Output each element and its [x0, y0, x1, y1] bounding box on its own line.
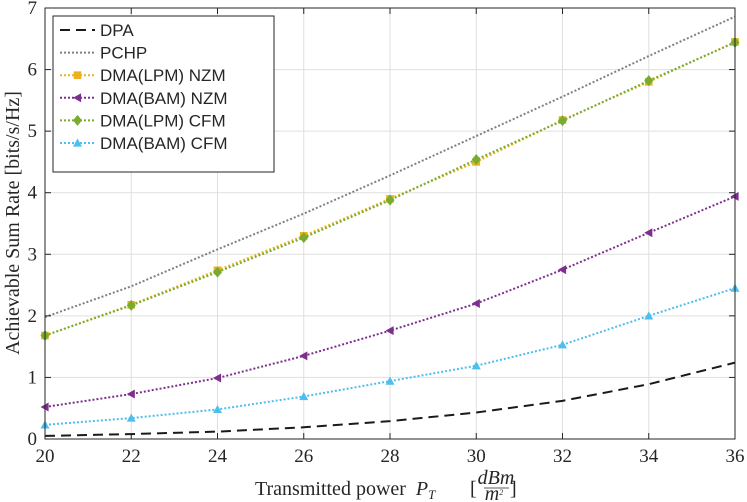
legend-label: DMA(LPM) NZM — [100, 66, 226, 85]
x-axis-label-subscript: T — [428, 487, 436, 502]
x-tick-label: 22 — [122, 446, 141, 467]
series-dma-bam-nzm — [40, 191, 739, 412]
legend-swatch-marker — [73, 71, 82, 80]
legend-swatch-marker — [73, 138, 82, 147]
x-axis-unit-bracket-close: ] — [510, 478, 517, 500]
data-point-dma-bam-cfm — [299, 392, 309, 401]
data-point-dma-lpm-cfm — [471, 153, 481, 165]
legend-item-dma-lpm-nzm: DMA(LPM) NZM — [60, 66, 226, 85]
data-point-dma-bam-nzm — [471, 299, 480, 309]
x-tick-label: 32 — [553, 446, 572, 467]
legend-label: DMA(BAM) CFM — [100, 134, 227, 153]
y-tick-label: 0 — [28, 429, 38, 450]
data-point-dma-bam-cfm — [126, 413, 136, 422]
x-tick-label: 34 — [639, 446, 659, 467]
x-axis-unit: [ dBm m2 ] — [470, 467, 517, 502]
data-point-dma-bam-nzm — [126, 389, 135, 399]
legend-item-dpa: DPA — [60, 21, 134, 40]
legend-swatch-marker — [73, 93, 82, 103]
x-axis-unit-numerator: dBm — [478, 467, 515, 489]
y-tick-label: 5 — [28, 121, 38, 142]
series-pchp — [44, 15, 736, 319]
x-tick-label: 20 — [36, 446, 55, 467]
legend-label: DMA(BAM) NZM — [100, 89, 227, 108]
legend-item-dma-bam-cfm: DMA(BAM) CFM — [60, 134, 227, 153]
y-tick-label: 4 — [28, 183, 38, 204]
legend-item-dma-bam-nzm: DMA(BAM) NZM — [60, 89, 227, 108]
legend-swatch-marker — [73, 114, 82, 126]
legend: DPA PCHP DMA(LPM) NZM DMA(BAM) NZM DMA(LPM) … — [52, 15, 275, 173]
data-point-dma-bam-cfm — [385, 376, 395, 385]
series-dpa — [44, 361, 736, 437]
legend-item-dma-lpm-cfm: DMA(LPM) CFM — [60, 111, 226, 130]
data-point-dma-bam-nzm — [385, 326, 394, 336]
series-layer — [40, 15, 740, 437]
x-tick-label: 36 — [726, 446, 745, 467]
y-tick-label: 3 — [28, 244, 38, 265]
x-tick-label: 24 — [208, 446, 228, 467]
data-point-dma-bam-cfm — [213, 404, 222, 414]
data-point-dma-bam-nzm — [558, 265, 567, 275]
data-point-dma-bam-nzm — [213, 373, 222, 383]
x-tick-label: 30 — [467, 446, 486, 467]
legend-label: DPA — [100, 21, 134, 40]
data-point-dma-bam-cfm — [558, 340, 567, 349]
data-point-dma-lpm-cfm — [299, 232, 309, 244]
data-point-dma-bam-nzm — [644, 228, 653, 238]
y-tick-label: 1 — [28, 367, 38, 388]
x-axis-label: Transmitted power PT — [255, 478, 436, 502]
x-axis-unit-bracket-open: [ — [470, 478, 477, 500]
data-point-dma-lpm-cfm — [558, 115, 567, 127]
data-point-dma-bam-nzm — [299, 351, 308, 361]
x-tick-label: 28 — [381, 446, 400, 467]
y-tick-label: 7 — [28, 0, 38, 19]
x-axis-label-text: Transmitted power — [255, 478, 406, 500]
data-point-dma-lpm-cfm — [385, 194, 395, 206]
data-point-dma-bam-cfm — [471, 361, 481, 370]
y-tick-label: 2 — [28, 306, 38, 327]
legend-label: DMA(LPM) CFM — [100, 111, 226, 130]
series-line-dpa — [44, 361, 736, 437]
y-axis-label: Achievable Sum Rate [bits/s/Hz] — [2, 91, 24, 355]
data-point-dma-lpm-cfm — [213, 266, 222, 278]
data-point-dma-lpm-cfm — [126, 299, 136, 311]
axis-ticks — [44, 7, 736, 440]
legend-item-pchp: PCHP — [60, 44, 147, 63]
y-tick-label: 6 — [28, 60, 38, 81]
legend-box — [52, 15, 275, 173]
data-point-dma-lpm-cfm — [644, 75, 654, 87]
series-line-dma-lpm-cfm — [44, 41, 736, 337]
series-line-pchp — [44, 15, 736, 319]
x-axis-unit-denominator: m2 — [485, 483, 503, 502]
legend-label: PCHP — [100, 44, 147, 63]
data-point-dma-bam-cfm — [644, 311, 654, 320]
series-dma-lpm-cfm — [40, 36, 740, 342]
x-tick-label: 26 — [294, 446, 313, 467]
x-axis-label-symbol: P — [415, 478, 428, 500]
